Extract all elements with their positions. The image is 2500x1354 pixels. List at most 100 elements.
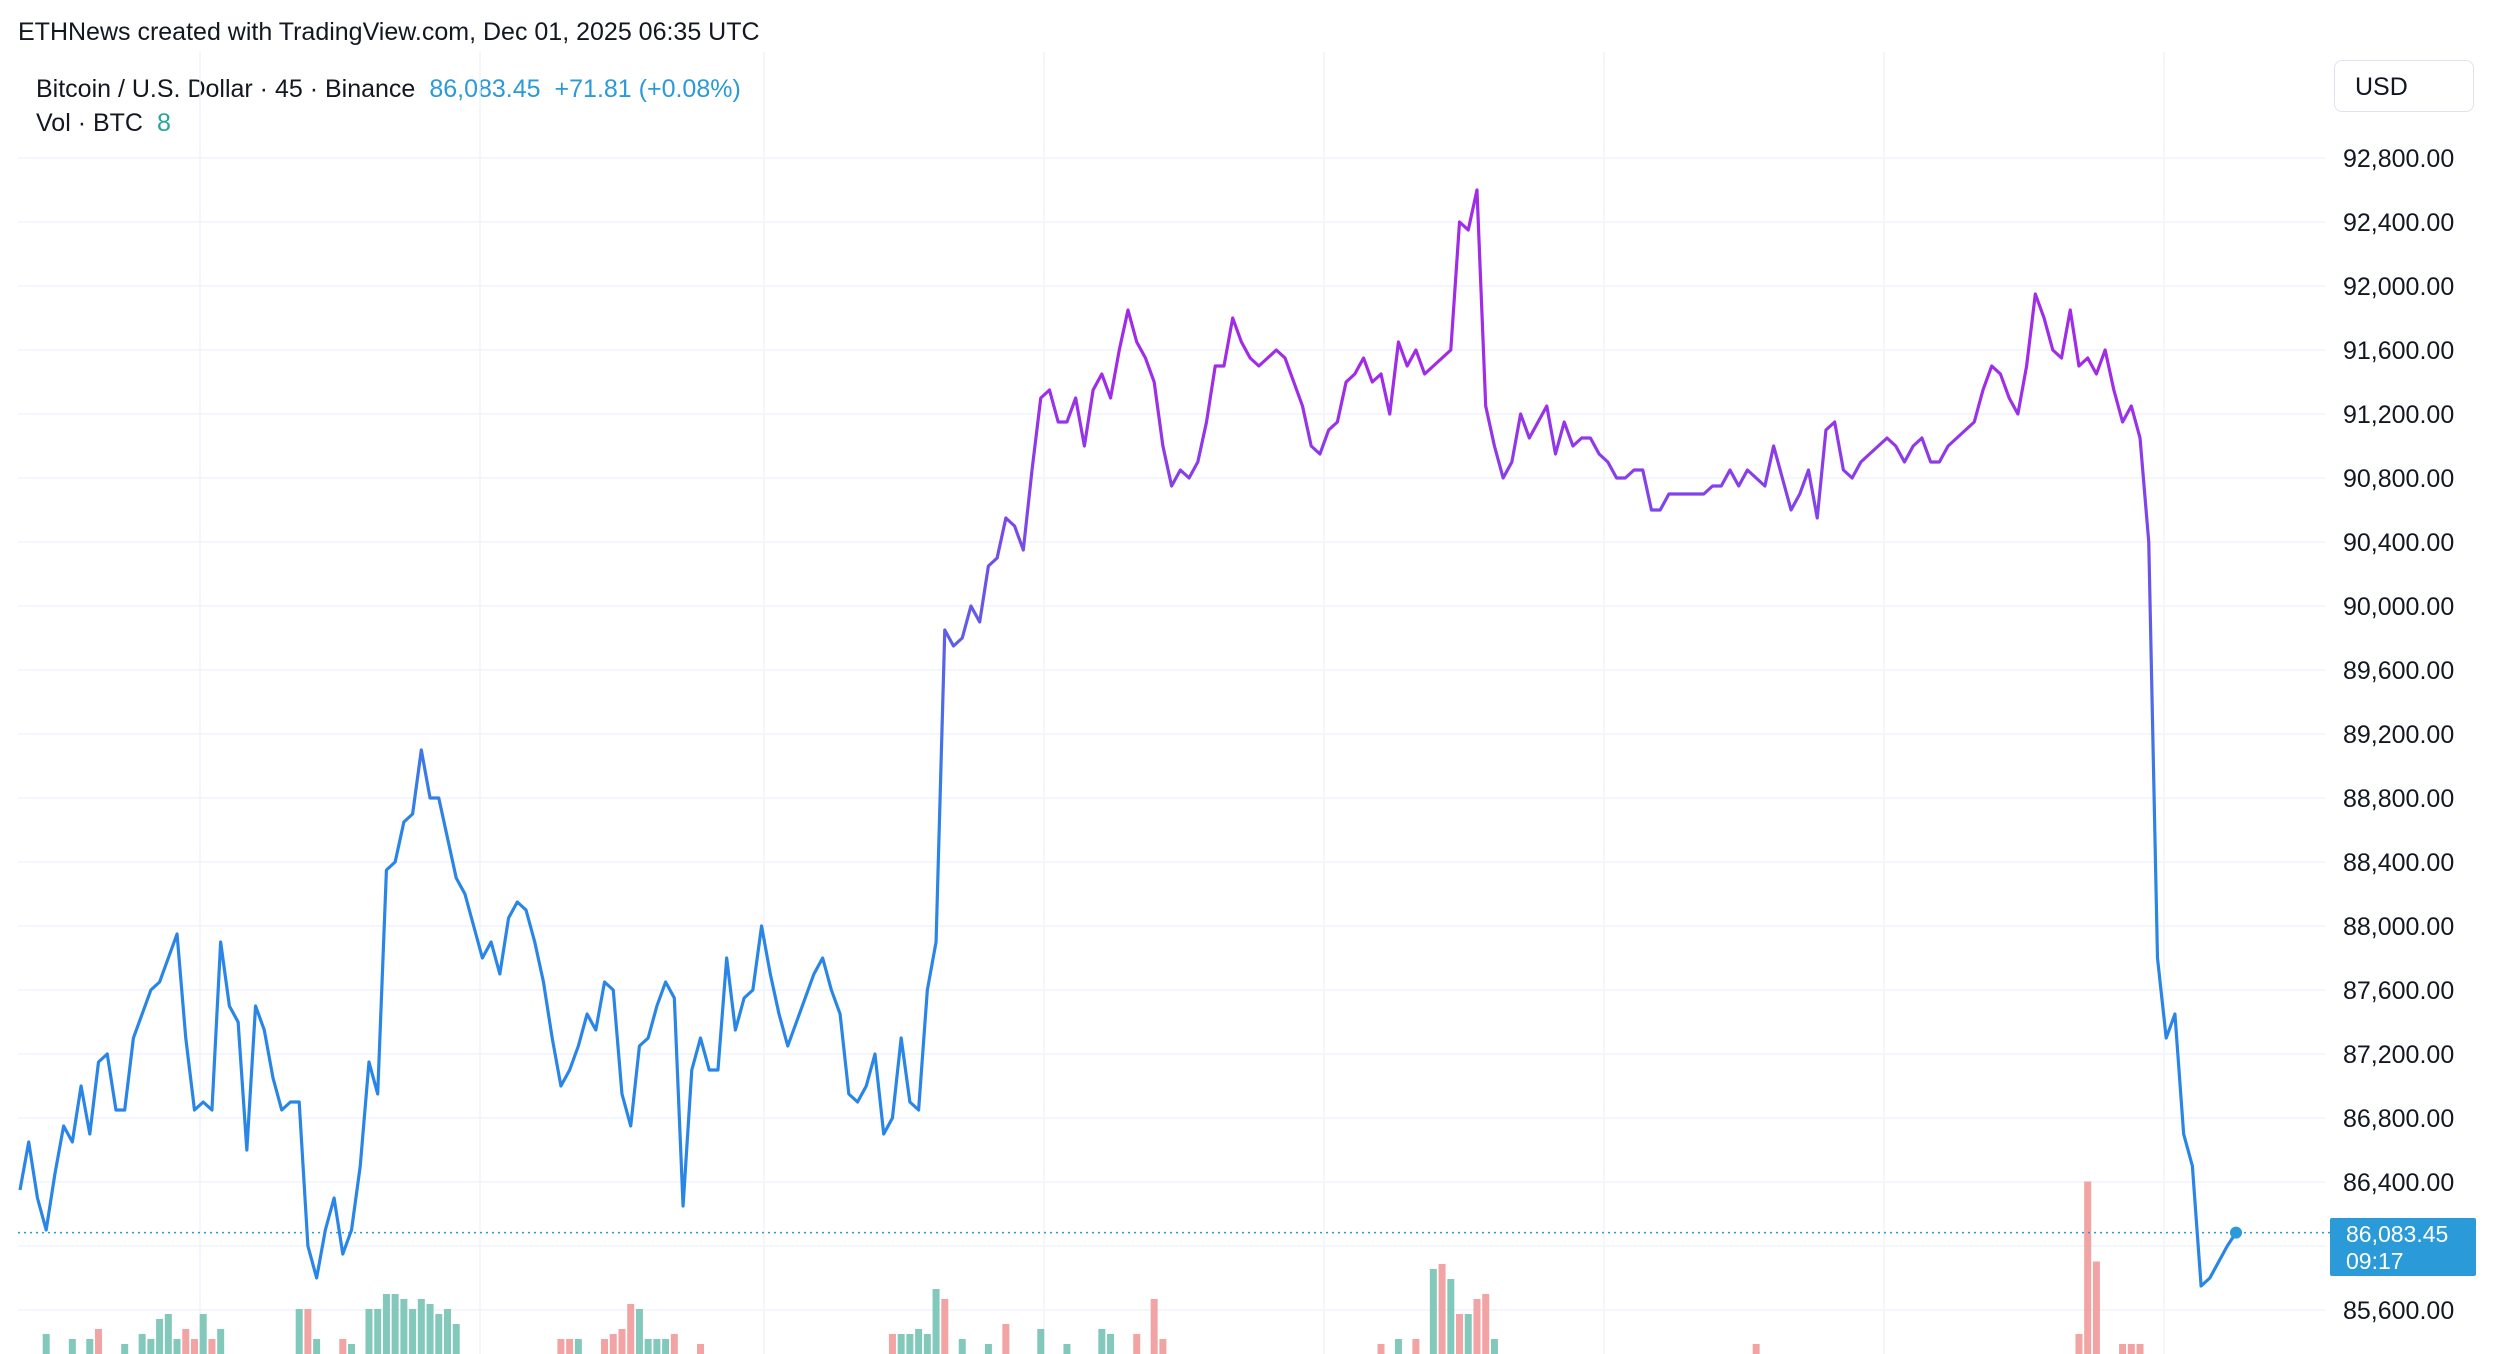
volume-bar xyxy=(217,1329,225,1354)
volume-value: 8 xyxy=(156,109,171,137)
volume-bar xyxy=(653,1339,661,1354)
volume-bar xyxy=(627,1304,635,1354)
volume-bar xyxy=(1490,1339,1498,1354)
volume-bar xyxy=(888,1334,896,1354)
volume-bar xyxy=(452,1324,460,1354)
volume-bar xyxy=(2084,1181,2092,1354)
symbol-legend-row[interactable]: Bitcoin / U.S. Dollar · 45 · Binance 86,0… xyxy=(36,72,741,106)
volume-bar xyxy=(68,1339,76,1354)
price-tick-label: 92,800.00 xyxy=(2343,145,2454,173)
volume-bar xyxy=(147,1339,155,1354)
price-tick-label: 90,400.00 xyxy=(2343,529,2454,557)
volume-bar xyxy=(173,1339,181,1354)
volume-bar xyxy=(635,1309,643,1354)
volume-bar xyxy=(391,1294,399,1354)
volume-bar xyxy=(42,1334,50,1354)
price-tick-label: 89,200.00 xyxy=(2343,721,2454,749)
volume-bar xyxy=(156,1319,164,1354)
volume-bar xyxy=(1037,1329,1045,1354)
volume-bar xyxy=(1412,1339,1420,1354)
price-tick-label: 91,600.00 xyxy=(2343,337,2454,365)
price-axis: 85,600.0086,000.0086,400.0086,800.0087,2… xyxy=(2343,145,2454,1325)
volume-bar xyxy=(1482,1294,1490,1354)
volume-bar xyxy=(984,1344,992,1354)
symbol-name: Bitcoin / U.S. Dollar · 45 · Binance xyxy=(36,75,416,103)
grid-lines xyxy=(18,52,2325,1354)
volume-bar xyxy=(2092,1261,2100,1354)
volume-bar xyxy=(121,1344,129,1354)
volume-bar xyxy=(2136,1344,2144,1354)
volume-bar xyxy=(95,1329,103,1354)
price-tick-label: 92,000.00 xyxy=(2343,273,2454,301)
volume-bar xyxy=(670,1334,678,1354)
volume-bar xyxy=(662,1339,670,1354)
bar-countdown: 09:17 xyxy=(2346,1248,2404,1274)
volume-bar xyxy=(609,1334,617,1354)
volume-bar xyxy=(417,1299,425,1354)
volume-bar xyxy=(164,1314,172,1354)
volume-bar xyxy=(1133,1334,1141,1354)
volume-bar xyxy=(382,1294,390,1354)
volume-bar xyxy=(2075,1334,2083,1354)
volume-bar xyxy=(557,1339,565,1354)
chart-legend: Bitcoin / U.S. Dollar · 45 · Binance 86,0… xyxy=(36,72,741,140)
price-tick-label: 90,800.00 xyxy=(2343,465,2454,493)
volume-bar xyxy=(1464,1314,1472,1354)
volume-bar xyxy=(644,1339,652,1354)
volume-bar xyxy=(313,1339,321,1354)
volume-bar xyxy=(1447,1279,1455,1354)
volume-bar xyxy=(435,1314,443,1354)
price-tick-label: 88,800.00 xyxy=(2343,785,2454,813)
volume-bar xyxy=(958,1339,966,1354)
volume-bar xyxy=(86,1339,94,1354)
volume-bar xyxy=(304,1309,312,1354)
volume-bar xyxy=(1098,1329,1106,1354)
price-tick-label: 90,000.00 xyxy=(2343,593,2454,621)
volume-bar xyxy=(365,1309,373,1354)
currency-unit-button[interactable]: USD xyxy=(2334,60,2474,112)
volume-bar xyxy=(932,1289,940,1354)
last-price-tag-value: 86,083.45 xyxy=(2346,1221,2449,1247)
volume-bar xyxy=(897,1334,905,1354)
volume-bar xyxy=(618,1329,626,1354)
volume-bar xyxy=(1473,1299,1481,1354)
volume-bar xyxy=(906,1334,914,1354)
volume-bar xyxy=(426,1304,434,1354)
volume-bar xyxy=(1063,1344,1071,1354)
volume-bar xyxy=(409,1309,417,1354)
volume-bar xyxy=(941,1299,949,1354)
last-price-point xyxy=(2230,1226,2242,1239)
volume-bar xyxy=(915,1329,923,1354)
price-tick-label: 85,600.00 xyxy=(2343,1297,2454,1325)
volume-bar xyxy=(2127,1344,2135,1354)
volume-bar xyxy=(1107,1334,1115,1354)
volume-legend-row[interactable]: Vol · BTC 8 xyxy=(36,106,741,140)
price-tick-label: 86,800.00 xyxy=(2343,1105,2454,1133)
price-tick-label: 89,600.00 xyxy=(2343,657,2454,685)
volume-bar xyxy=(400,1299,408,1354)
volume-bar xyxy=(2119,1344,2127,1354)
volume-label: Vol · BTC xyxy=(36,109,143,137)
volume-bar xyxy=(1394,1339,1402,1354)
volume-bar xyxy=(697,1344,705,1354)
price-tick-label: 88,400.00 xyxy=(2343,849,2454,877)
volume-bar xyxy=(208,1339,216,1354)
volume-bar xyxy=(138,1334,146,1354)
volume-bar xyxy=(1438,1264,1446,1354)
price-tick-label: 92,400.00 xyxy=(2343,209,2454,237)
price-tick-label: 88,000.00 xyxy=(2343,913,2454,941)
last-price-tag: 86,083.45 09:17 xyxy=(2330,1218,2476,1276)
price-tick-label: 86,400.00 xyxy=(2343,1169,2454,1197)
price-tick-label: 87,600.00 xyxy=(2343,977,2454,1005)
volume-bar xyxy=(1150,1299,1158,1354)
volume-bar xyxy=(1377,1344,1385,1354)
volume-bar xyxy=(1429,1269,1437,1354)
volume-bar xyxy=(1456,1314,1464,1354)
price-tick-label: 87,200.00 xyxy=(2343,1041,2454,1069)
chart-attribution: ETHNews created with TradingView.com, De… xyxy=(18,18,760,46)
volume-bars xyxy=(42,1181,2144,1354)
volume-bar xyxy=(374,1309,382,1354)
last-price: 86,083.45 xyxy=(429,75,541,103)
volume-bar xyxy=(566,1339,574,1354)
